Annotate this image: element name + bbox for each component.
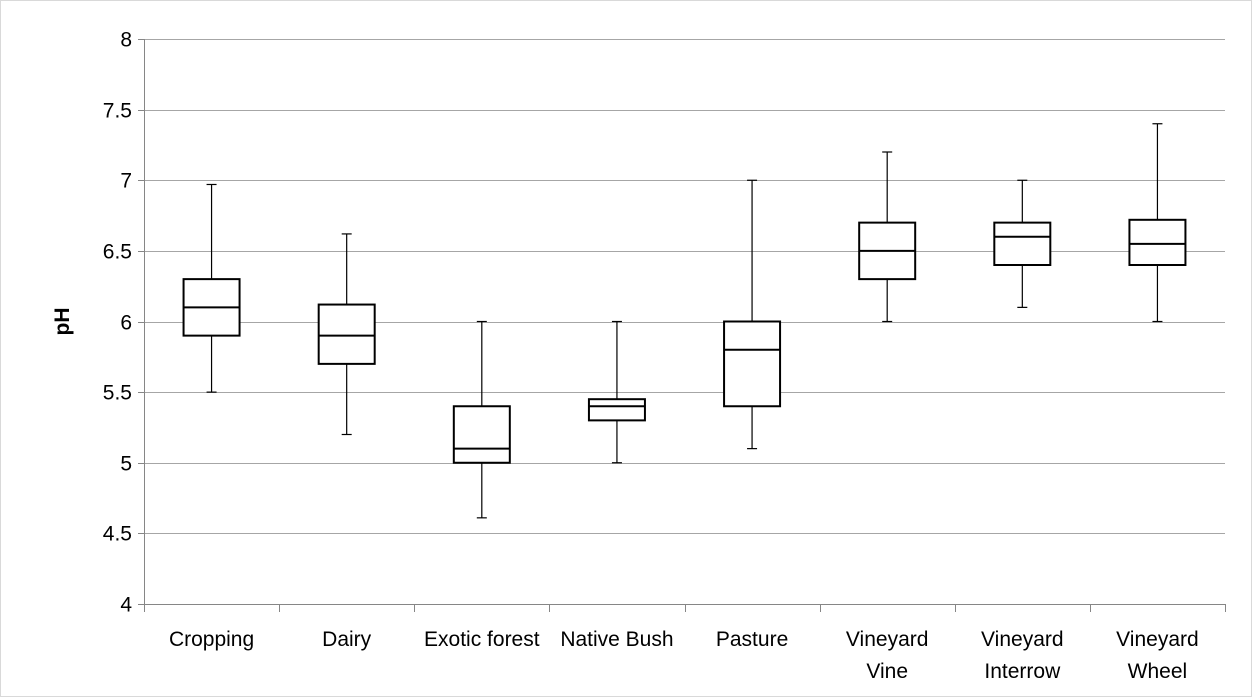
- y-tick-label: 7: [120, 170, 132, 193]
- iqr-box: [317, 303, 376, 365]
- labels: 4 4.5 5 5.5 6 6.5 7 7.5 8 pH Cropping Dairy Exotic f…: [51, 29, 1199, 684]
- box-group: [723, 179, 782, 450]
- box-group: [317, 233, 376, 436]
- iqr-box: [993, 221, 1052, 266]
- iqr-box: [1128, 218, 1187, 267]
- iqr-box: [452, 405, 511, 464]
- box-group: [858, 151, 917, 323]
- gridlines: [144, 39, 1225, 534]
- box-group: [993, 179, 1052, 308]
- x-category-label: Pasture: [716, 628, 788, 651]
- x-category-label: Exotic forest: [424, 628, 540, 651]
- y-tick-label: 7.5: [103, 100, 132, 123]
- x-category-label: Cropping: [169, 628, 254, 651]
- y-tick-label: 6: [120, 312, 132, 335]
- box-group: [182, 183, 241, 393]
- iqr-box: [723, 320, 782, 408]
- x-category-label: Vineyard: [1116, 628, 1199, 651]
- boxes: [182, 123, 1187, 519]
- y-tick-label: 5: [120, 453, 132, 476]
- x-category-label: Vineyard: [846, 628, 929, 651]
- y-axis-title: pH: [51, 308, 74, 336]
- y-tick-label: 6.5: [103, 241, 132, 264]
- y-tick-label: 8: [120, 29, 132, 52]
- box-group: [587, 320, 646, 464]
- x-category-label: Vineyard: [981, 628, 1064, 651]
- iqr-box: [587, 398, 646, 422]
- x-category-label: Interrow: [984, 660, 1061, 683]
- x-category-label: Vine: [866, 660, 908, 683]
- x-category-label: Native Bush: [560, 628, 673, 651]
- y-tick-label: 4.5: [103, 523, 132, 546]
- box-group: [452, 320, 511, 519]
- x-category-label: Dairy: [322, 628, 372, 651]
- box-group: [1128, 123, 1187, 323]
- y-tick-label: 5.5: [103, 382, 132, 405]
- x-category-label: Wheel: [1128, 660, 1188, 683]
- y-tick-label: 4: [120, 594, 132, 617]
- axes: [138, 39, 1226, 612]
